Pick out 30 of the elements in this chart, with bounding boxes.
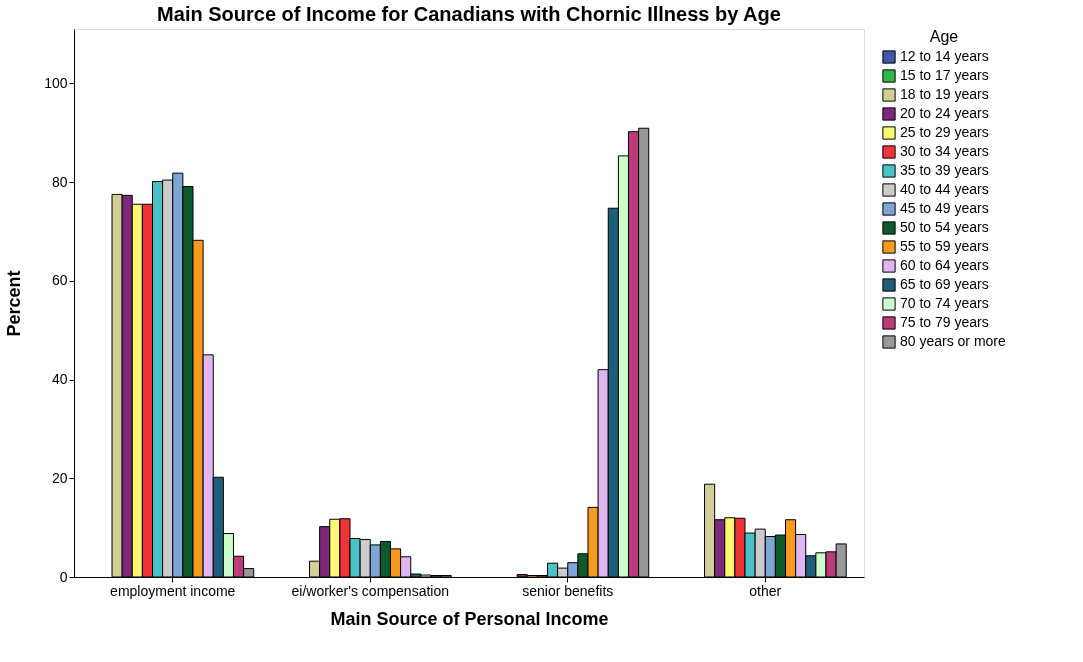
y-axis-title: Percent (4, 270, 25, 337)
y-tick-label: 40 (51, 371, 68, 388)
legend-label: 15 to 17 years (900, 67, 989, 83)
legend-label: 12 to 14 years (900, 48, 989, 64)
legend-label: 80 years or more (900, 333, 1007, 349)
y-tick-label: 20 (51, 469, 68, 486)
y-tick-label: 80 (51, 173, 68, 190)
legend-label: 20 to 24 years (900, 105, 989, 121)
legend-label: 45 to 49 years (900, 200, 989, 216)
x-tick-label: senior benefits (522, 582, 614, 599)
legend-label: 50 to 54 years (900, 219, 989, 235)
chart-title: Main Source of Income for Canadians with Chornic Illness by Age (157, 3, 781, 25)
y-tick-label: 60 (51, 272, 68, 289)
x-tick-label: other (749, 582, 782, 599)
legend-label: 55 to 59 years (900, 238, 989, 254)
x-tick-label: employment income (110, 582, 236, 599)
legend-label: 75 to 79 years (900, 314, 989, 330)
legend-title: Age (929, 28, 959, 45)
x-axis-title: Main Source of Personal Income (330, 608, 609, 629)
legend-label: 60 to 64 years (900, 257, 989, 273)
x-tick-label: ei/worker's compensation (291, 582, 450, 599)
legend-label: 70 to 74 years (900, 295, 989, 311)
y-tick-label: 0 (59, 568, 68, 585)
legend-label: 25 to 29 years (900, 124, 989, 140)
legend-label: 35 to 39 years (900, 162, 989, 178)
legend-label: 40 to 44 years (900, 181, 989, 197)
legend-label: 18 to 19 years (900, 86, 989, 102)
legend-label: 30 to 34 years (900, 143, 989, 159)
y-tick-label: 100 (44, 74, 68, 91)
legend-label: 65 to 69 years (900, 276, 989, 292)
